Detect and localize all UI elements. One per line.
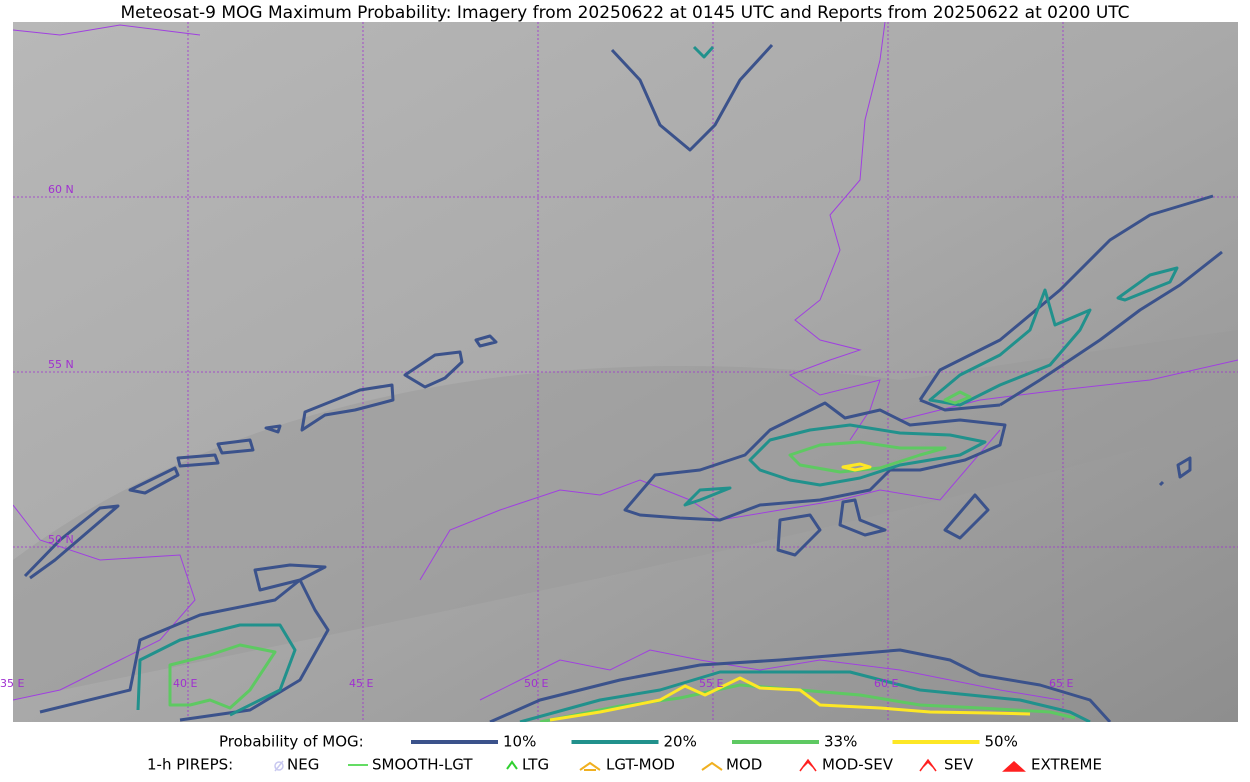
pireps-title: 1-h PIREPS: <box>147 756 233 774</box>
contours <box>23 43 1223 722</box>
legend: Probability of MOG: 10% 20% 33% 50% <box>219 733 1018 751</box>
legend-label: 10% <box>503 733 536 751</box>
pirep-label: LGT-MOD <box>606 756 675 774</box>
lon-label: 50 E <box>524 677 548 690</box>
pireps-legend: 1-h PIREPS: NEG SMOOTH-LGT LTG LGT-MOD MOD MO… <box>147 756 1102 774</box>
lon-label: 45 E <box>349 677 373 690</box>
lon-label: 55 E <box>699 677 723 690</box>
legend-label: 33% <box>824 733 857 751</box>
pirep-label: MOD <box>726 756 762 774</box>
lon-label: 65 E <box>1049 677 1073 690</box>
pirep-label: EXTREME <box>1031 756 1102 774</box>
lat-labels: 60 N 55 N 50 N <box>48 183 74 546</box>
pirep-label: SEV <box>944 756 974 774</box>
legend-title: Probability of MOG: <box>219 733 364 751</box>
pirep-icons <box>274 758 1026 772</box>
lon-labels: 35 E 40 E 45 E 50 E 55 E 60 E 65 E <box>0 677 1073 690</box>
lat-label: 50 N <box>48 533 74 546</box>
pirep-label: LTG <box>522 756 549 774</box>
pirep-label: NEG <box>287 756 319 774</box>
pirep-label: SMOOTH-LGT <box>372 756 473 774</box>
map <box>13 22 1238 722</box>
lon-label: 35 E <box>0 677 24 690</box>
lon-label: 60 E <box>874 677 898 690</box>
lat-label: 55 N <box>48 358 74 371</box>
legend-label: 50% <box>985 733 1018 751</box>
legend-label: 20% <box>664 733 697 751</box>
title: Meteosat-9 MOG Maximum Probability: Imag… <box>120 3 1129 23</box>
lat-label: 60 N <box>48 183 74 196</box>
lon-label: 40 E <box>173 677 197 690</box>
pirep-label: MOD-SEV <box>822 756 894 774</box>
